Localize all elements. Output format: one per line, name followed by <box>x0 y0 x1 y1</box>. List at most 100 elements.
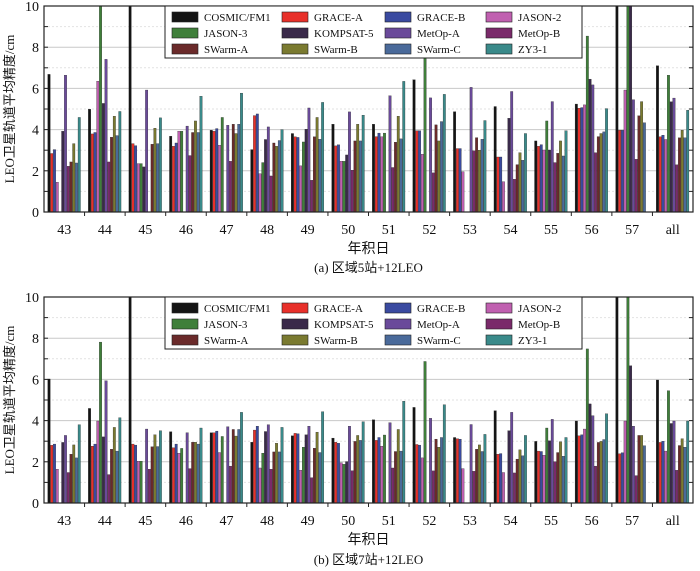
bar-metop-b <box>188 155 192 213</box>
bar-cosmic-fm1 <box>128 296 132 504</box>
bar-metop-b <box>675 164 679 213</box>
bar-grace-b <box>337 144 340 213</box>
x-tick-label: 51 <box>382 514 396 529</box>
bar-swarm-c <box>75 162 78 213</box>
bar-jason-2 <box>339 462 343 504</box>
bar-zy3-1 <box>321 411 325 504</box>
bar-grace-a <box>496 156 500 213</box>
bar-swarm-a <box>231 124 235 213</box>
bar-swarm-c <box>237 124 241 213</box>
bar-jason-3 <box>180 131 184 213</box>
bar-metop-a <box>550 101 554 213</box>
bar-jason-2 <box>623 420 627 504</box>
bar-zy3-1 <box>361 421 365 504</box>
bar-swarm-a <box>678 445 681 504</box>
bar-metop-b <box>269 175 273 213</box>
bar-zy3-1 <box>524 133 527 213</box>
bar-grace-b <box>418 130 421 213</box>
bar-kompsat-5 <box>669 423 673 504</box>
legend: COSMIC/FM1 GRACE-A GRACE-B JASON-2 JASON-3 KO… <box>164 296 583 350</box>
bar-swarm-b <box>640 101 644 213</box>
bar-jason-3 <box>383 132 386 213</box>
bar-kompsat-5 <box>548 440 551 504</box>
x-tick-label: 46 <box>179 223 193 238</box>
bar-zy3-1 <box>159 430 162 504</box>
bar-grace-a <box>456 148 459 213</box>
bar-cosmic-fm1 <box>250 149 254 213</box>
bar-metop-a <box>429 97 432 213</box>
bar-jason-2 <box>177 131 181 213</box>
bar-grace-b <box>255 113 259 213</box>
y-axis-label: LEO卫星轨道平均精度/cm <box>2 326 17 475</box>
bar-grace-a <box>658 442 662 504</box>
legend-swatch <box>281 27 309 39</box>
legend-label: MetOp-A <box>417 28 460 40</box>
bar-swarm-c <box>399 138 403 213</box>
bar-jason-3 <box>626 296 630 504</box>
bar-zy3-1 <box>240 412 243 504</box>
bar-grace-b <box>53 443 56 504</box>
bar-metop-a <box>429 418 432 504</box>
bar-metop-b <box>107 474 111 504</box>
legend-swatch <box>281 318 309 330</box>
legend-label: JASON-3 <box>204 319 248 331</box>
bar-cosmic-fm1 <box>128 5 132 213</box>
bar-metop-a <box>388 95 392 213</box>
bar-jason-3 <box>99 341 102 504</box>
bar-swarm-b <box>112 116 116 213</box>
legend-swatch <box>485 11 513 23</box>
bar-swarm-c <box>399 450 403 504</box>
bar-grace-a <box>334 442 338 504</box>
bar-kompsat-5 <box>264 139 267 213</box>
bar-jason-2 <box>623 89 627 213</box>
bar-metop-b <box>391 467 395 504</box>
bar-zy3-1 <box>77 424 81 504</box>
bar-jason-3 <box>667 390 670 504</box>
bar-swarm-c <box>643 122 646 213</box>
legend-label: JASON-3 <box>204 28 248 40</box>
legend-label: GRACE-B <box>417 303 465 315</box>
bar-cosmic-fm1 <box>534 140 538 213</box>
x-tick-label: 43 <box>57 223 71 238</box>
bar-zy3-1 <box>686 110 690 213</box>
bar-metop-a <box>307 426 311 504</box>
bar-swarm-a <box>596 442 600 504</box>
bar-grace-b <box>621 130 624 213</box>
bar-swarm-b <box>559 441 562 504</box>
bar-grace-a <box>172 146 175 213</box>
bar-swarm-a <box>313 448 316 504</box>
bar-swarm-b <box>518 152 522 213</box>
bar-cosmic-fm1 <box>615 296 619 504</box>
bar-swarm-b <box>680 130 684 213</box>
y-tick-label: 8 <box>32 332 39 347</box>
legend-swatch <box>281 43 309 55</box>
bar-swarm-b <box>356 124 360 213</box>
bar-jason-2 <box>218 145 221 213</box>
y-tick-label: 6 <box>32 373 39 388</box>
bar-metop-b <box>66 472 70 504</box>
y-tick-label: 6 <box>32 82 39 97</box>
x-tick-label: 52 <box>422 514 436 529</box>
bar-swarm-a <box>515 458 519 504</box>
bar-cosmic-fm1 <box>493 106 497 213</box>
bar-jason-2 <box>461 171 465 213</box>
x-tick-label: 43 <box>57 514 71 529</box>
bar-cosmic-fm1 <box>291 133 294 213</box>
bar-cosmic-fm1 <box>47 74 51 213</box>
bar-zy3-1 <box>321 102 325 213</box>
bar-swarm-a <box>231 429 235 504</box>
bar-grace-a <box>172 447 175 504</box>
bar-swarm-c <box>318 452 322 504</box>
x-tick-label: 47 <box>220 514 234 529</box>
bar-metop-a <box>64 75 67 213</box>
legend-label: JASON-2 <box>518 303 561 315</box>
bar-zy3-1 <box>199 96 203 213</box>
bar-zy3-1 <box>442 94 446 213</box>
legend-label: JASON-2 <box>518 12 561 24</box>
bar-metop-a <box>185 432 189 504</box>
bar-metop-a <box>266 424 270 504</box>
legend-label: MetOp-B <box>518 28 560 40</box>
bar-swarm-c <box>318 139 322 213</box>
chart-caption: (b) 区域7站+12LEO <box>314 552 424 567</box>
